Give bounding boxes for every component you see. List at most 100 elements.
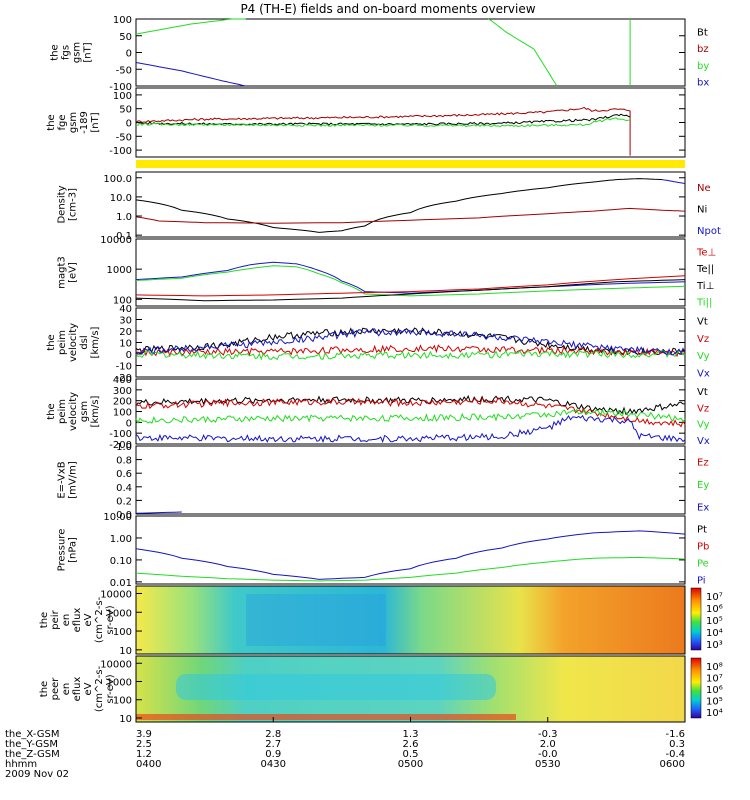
y-tick-label: 0.10 [110,556,132,567]
colorbar-label: 10⁴ [706,708,723,719]
x-row-value: -1.6 [665,729,685,740]
y-axis-title: thepeimvelocitygsm[km/s] [46,392,101,431]
panel-e_vxb: 1.0 0.8 0.6 0.4 0.2 0.0 E=-VxB[mV/m] Ez Ey Ex [57,442,710,521]
colorbar-label: 10⁶ [706,685,723,696]
y-axis-title-line: gsm [72,42,83,63]
y-axis-title-line: peim [57,330,68,355]
y-tick-label: 30 [119,316,132,327]
y-tick-label: -20 [116,373,132,384]
heatmap-core [246,594,386,646]
y-axis-title-line: [mV/m] [68,461,79,499]
panel-pressure: 10.00 1.00 0.10 0.01 Pressure[nPa] Pt Pb Pe Pi [57,512,710,589]
y-tick-label: 40 [119,304,132,315]
y-axis-title: thefgegsm-189[nT] [46,111,101,134]
colorbar [690,587,702,651]
y-tick-label: 300 [113,386,132,397]
legend-ni: Ni [697,205,707,216]
series-line-npot [662,179,686,184]
y-axis-title-line: [nPa] [68,537,79,563]
y-axis-title: Density[cm-3] [57,185,79,223]
x-row-value: 1.3 [403,729,419,740]
y-tick-label: 0.6 [116,469,132,480]
x-row-value: 0430 [261,759,286,770]
x-row-value: 0500 [398,759,423,770]
y-tick-label: 10.0 [110,193,132,204]
y-tick-label: 0.4 [116,483,132,494]
y-axis-title-line: the [46,114,57,130]
y-axis-title-line: [eV] [68,262,79,283]
y-axis-title-line: gsm [68,112,79,133]
x-row-value: 0600 [660,759,685,770]
legend-vy: Vy [697,420,710,431]
colorbar-label: 10⁵ [706,616,723,627]
legend-bx: bx [697,78,709,89]
y-axis-title-line: the [39,681,50,697]
legend-vz: Vz [697,403,709,414]
y-axis-title-line: eV [83,613,94,626]
series-line-by [135,117,631,128]
panel-frame [135,87,686,158]
heatmap-image [136,586,685,654]
y-tick-label: 10000 [100,659,132,670]
colorbar-label: 10⁶ [706,604,723,615]
panel-frame [135,515,686,585]
y-tick-label: 10 [119,646,132,657]
y-axis-title-line: peir [50,609,61,629]
y-axis-title-line: dsl [79,335,90,349]
x-axis-labels: the_X-GSM 3.9 2.8 1.3 -0.3 -1.6 the_Y-GSM 2.5 2.… [5,717,686,780]
y-tick-label: 10 [119,714,132,725]
y-tick-label: 50 [119,32,132,43]
legend-ey: Ey [697,480,709,491]
y-axis-title-line: en [61,683,72,696]
y-tick-label: 50 [119,105,132,116]
x-row-value: 2.0 [540,739,556,750]
y-axis-title-line: (cm^2-s- [94,665,105,712]
colorbar-label: 10⁴ [706,628,723,639]
panel-frame [135,307,686,378]
y-tick-label: 10000 [100,235,132,246]
y-tick-label: -100 [109,82,132,93]
figure-title: P4 (TH-E) fields and on-board moments ov… [240,2,535,16]
y-axis-title: magt3[eV] [57,256,79,289]
y-axis-title-line: magt3 [57,256,68,289]
colorbar-label: 10⁸ [706,662,723,673]
y-tick-label: 0 [126,119,132,130]
x-row-value: 2.8 [265,729,281,740]
series-line-pe [135,556,686,582]
series-line-ex [135,511,182,514]
legend-vt: Vt [697,317,708,328]
y-axis-title-line: en [61,614,72,627]
heatmap-low-band [136,714,516,720]
series-line-te|| [135,279,686,302]
y-axis-title-line: sr-eV) [105,674,116,703]
legend-pe: Pe [697,559,709,570]
y-axis-title-line: the [46,403,57,419]
series-line-bz [135,106,631,156]
y-tick-label: 0 [126,49,132,60]
y-tick-label: 0.01 [110,578,132,589]
y-axis-title-line: the [50,44,61,60]
panel-frame [135,238,686,307]
x-row-value: 1.2 [136,749,152,760]
legend-vz: Vz [697,334,709,345]
y-axis-title-line: fge [57,114,68,130]
y-axis-title-line: [nT] [90,112,101,132]
legend-by: by [697,61,709,72]
y-axis-title-line: Pressure [57,529,68,572]
panel-fge_gsm: 100 50 0 -50 -100 thefgegsm-189[nT] [46,87,686,158]
x-row-label: the_Z-GSM [5,749,60,760]
legend-vx: Vx [697,436,710,447]
y-tick-label: 1000 [107,608,132,619]
y-axis-title-line: gsm [79,401,90,422]
x-row-value: -0.0 [538,749,558,760]
y-tick-label: 1.00 [110,534,132,545]
y-axis-title-line: eV [83,682,94,695]
x-row-value: -0.4 [665,749,685,760]
y-axis-title-line: [km/s] [90,395,101,427]
y-axis-title-line: peim [57,399,68,424]
series-line-ni [135,178,663,233]
y-tick-label: 1000 [107,677,132,688]
